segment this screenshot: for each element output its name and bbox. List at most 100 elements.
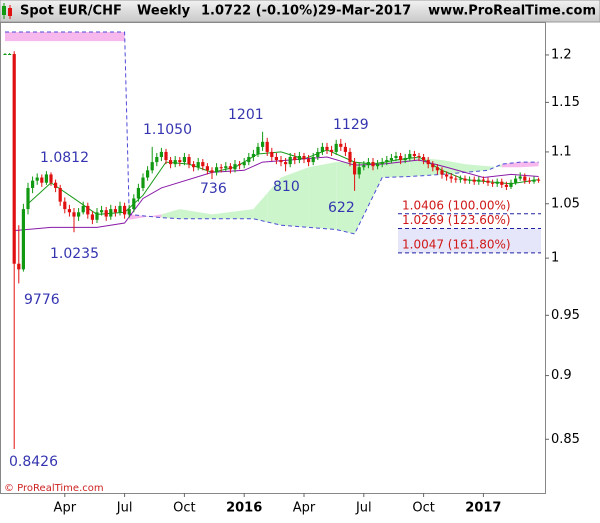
candle-body — [141, 177, 145, 188]
candle-body — [426, 160, 430, 165]
candle-body — [104, 210, 108, 217]
cloud-segment — [501, 162, 521, 168]
candle-body — [389, 158, 393, 161]
annotation: 0.8426 — [9, 454, 58, 470]
annotation: 736 — [200, 181, 227, 197]
instrument: Spot EUR/CHF — [20, 4, 122, 19]
candle-body — [35, 177, 39, 181]
candle-body — [251, 153, 255, 157]
x-tick-label: Jul — [116, 501, 133, 516]
candle-body — [527, 180, 531, 182]
candle-body — [417, 155, 421, 157]
candle-body — [159, 151, 163, 157]
y-tick-label: 1 — [551, 251, 559, 266]
candle-body — [385, 160, 389, 163]
annotation: 1.1050 — [143, 122, 192, 138]
candle-body — [477, 179, 481, 182]
cloud-segment — [253, 193, 268, 222]
annotation: 810 — [273, 179, 300, 195]
candle-body — [297, 155, 301, 161]
footer: © ProRealTime.com — [4, 483, 104, 494]
cloud-segment — [129, 214, 162, 220]
candle-body — [514, 178, 518, 183]
candle-body — [454, 178, 458, 180]
candle-body — [394, 155, 398, 159]
candle-body — [307, 159, 311, 163]
candle-body — [348, 151, 352, 163]
candle-body — [169, 160, 173, 165]
candle-body — [26, 187, 30, 210]
candle-body — [205, 166, 209, 171]
candle-body — [504, 184, 508, 187]
cloud-segment — [465, 164, 488, 173]
candle-body — [353, 162, 357, 175]
x-tick-label: Oct — [412, 501, 434, 516]
candle-body — [228, 166, 232, 170]
candle-body — [422, 156, 426, 161]
candle-body — [279, 160, 283, 163]
candle-body — [509, 182, 513, 187]
annotation: 1201 — [228, 107, 264, 123]
candle-body — [371, 162, 375, 167]
candle-body — [8, 54, 12, 56]
candle-body — [495, 181, 499, 184]
candle-body — [3, 54, 7, 56]
candle-body — [54, 182, 58, 188]
y-tick-label: 1.1 — [551, 144, 572, 159]
cloud-segment — [179, 209, 212, 219]
candle-body — [113, 209, 117, 213]
candle-body — [445, 174, 449, 177]
candle-body — [118, 205, 122, 213]
candle-body — [219, 167, 223, 169]
candle-body — [518, 176, 522, 179]
candle-body — [458, 178, 462, 180]
candle-body — [256, 146, 260, 154]
candle-body — [90, 214, 94, 220]
x-tick-label: 2017 — [465, 501, 501, 516]
fib-zone — [398, 228, 541, 253]
fib-label: 1.0269 (123.60%) — [402, 213, 511, 227]
candle-body — [63, 201, 67, 210]
x-tick-label: Apr — [293, 501, 316, 516]
candle-body — [58, 187, 62, 202]
candle-body — [339, 143, 343, 147]
candle-body — [481, 179, 485, 181]
candle-body — [40, 177, 44, 183]
candle-body — [330, 149, 334, 152]
candle-body — [376, 164, 380, 167]
period: Weekly — [137, 4, 191, 19]
candle-body — [44, 174, 48, 183]
candle-body — [274, 156, 278, 161]
x-tick-label: Jul — [355, 501, 372, 516]
candle-body — [100, 210, 104, 213]
candle-body — [440, 170, 444, 175]
y-tick-label: 0.95 — [551, 308, 580, 323]
candle-body — [81, 205, 85, 213]
y-tick-label: 1.15 — [551, 95, 580, 110]
fib-label: 1.0047 (161.80%) — [402, 237, 511, 251]
candle-body — [123, 205, 127, 215]
cloud-segment — [267, 177, 281, 226]
candle-body — [132, 198, 136, 210]
cloud-span-b — [5, 31, 539, 235]
cloud-segment — [336, 162, 355, 234]
x-tick-label: Apr — [54, 501, 77, 516]
candle-body — [201, 162, 205, 167]
candle-body — [412, 153, 416, 156]
candle-body — [366, 162, 370, 166]
candle-body — [136, 187, 140, 199]
candle-body — [270, 151, 274, 157]
candle-body — [247, 156, 251, 163]
candle-body — [334, 143, 338, 152]
candle-body — [150, 162, 154, 171]
candle-body — [224, 166, 228, 169]
y-tick-label: 1.05 — [551, 196, 580, 211]
y-tick-label: 0.9 — [551, 368, 572, 383]
candle-body — [187, 156, 191, 165]
annotation: 1129 — [333, 117, 369, 133]
candle-body — [357, 167, 361, 175]
x-tick-label: 2016 — [226, 501, 262, 516]
candle-body — [311, 156, 315, 163]
candle-body — [238, 164, 242, 166]
